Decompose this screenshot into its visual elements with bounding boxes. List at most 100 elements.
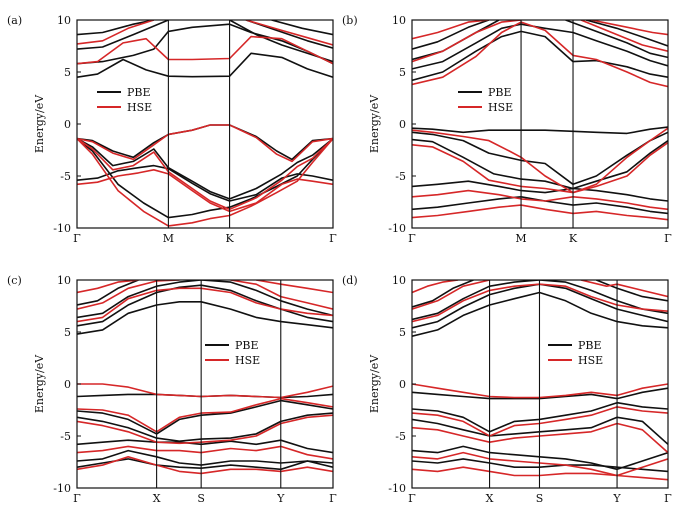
pbe-band-line <box>412 131 668 186</box>
legend-label-pbe: PBE <box>578 339 602 352</box>
legend-label-hse: HSE <box>235 354 260 367</box>
legend: PBE HSE <box>458 86 513 114</box>
kpoint-label: Y <box>276 492 285 505</box>
pbe-band-line <box>596 280 668 302</box>
hse-band-line <box>412 204 668 221</box>
pbe-band-line <box>412 23 668 70</box>
legend-label-pbe: PBE <box>235 339 259 352</box>
hse-band-line <box>412 20 489 40</box>
y-tick-label: 0 <box>399 118 406 131</box>
legend-label-pbe: PBE <box>127 86 151 99</box>
kpoint-label: M <box>163 232 174 245</box>
y-tick-label: -10 <box>388 222 406 235</box>
y-tick-label: 10 <box>57 14 71 27</box>
pbe-band-line <box>77 20 154 36</box>
pbe-band-line <box>77 412 333 443</box>
hse-band-line <box>412 127 668 194</box>
legend-label-hse: HSE <box>578 354 603 367</box>
pbe-band-line <box>412 138 668 190</box>
pbe-band-line <box>77 52 333 78</box>
legend: PBE HSE <box>548 339 603 367</box>
y-tick-label: -10 <box>53 482 71 495</box>
y-tick-label: -5 <box>60 430 71 443</box>
legend: PBE HSE <box>97 86 152 114</box>
pbe-band-line <box>412 196 668 215</box>
pbe-band-line <box>412 280 668 321</box>
y-tick-label: 10 <box>392 274 406 287</box>
pbe-band-line <box>77 280 139 306</box>
legend-label-pbe: PBE <box>488 86 512 99</box>
hse-band-line <box>591 20 668 36</box>
pbe-band-line <box>77 20 169 50</box>
legend: PBE HSE <box>205 339 260 367</box>
y-tick-label: 10 <box>57 274 71 287</box>
pbe-band-line <box>77 23 333 65</box>
hse-band-line <box>77 20 155 45</box>
y-axis-label: Energy/eV <box>33 354 46 413</box>
pbe-band-line <box>565 20 668 59</box>
pbe-band-line <box>412 126 668 135</box>
hse-band-line <box>77 280 139 294</box>
y-tick-label: 0 <box>399 378 406 391</box>
y-tick-label: 5 <box>64 66 71 79</box>
pbe-band-line <box>585 20 668 47</box>
kpoint-label: K <box>569 232 578 245</box>
pbe-band-line <box>412 280 474 308</box>
kpoint-label: Y <box>612 492 621 505</box>
hse-band-line <box>77 124 333 163</box>
y-tick-label: 5 <box>64 326 71 339</box>
hse-band-line <box>412 142 668 194</box>
y-tick-label: -5 <box>395 430 406 443</box>
kpoint-label: Γ <box>329 492 337 505</box>
hse-band-line <box>77 35 333 65</box>
y-axis-label: Energy/eV <box>368 354 381 413</box>
panel-label: (d) <box>342 274 358 287</box>
hse-band-line <box>580 280 668 298</box>
y-axis-label: Energy/eV <box>368 94 381 153</box>
y-axis-label: Energy/eV <box>33 94 46 153</box>
pbe-band-line <box>77 137 333 200</box>
pbe-band-line <box>271 20 333 36</box>
hse-band-line <box>77 280 180 310</box>
kpoint-label: Γ <box>664 492 672 505</box>
pbe-band-line <box>412 30 668 82</box>
pbe-band-line <box>77 300 333 335</box>
pbe-band-line <box>412 180 668 202</box>
kpoint-label: Γ <box>329 232 337 245</box>
y-tick-label: -10 <box>388 482 406 495</box>
kpoint-label: M <box>515 232 526 245</box>
y-tick-label: -5 <box>395 170 406 183</box>
hse-band-line <box>77 137 333 211</box>
kpoint-label: Γ <box>73 232 81 245</box>
y-tick-label: 5 <box>399 66 406 79</box>
pbe-band-line <box>77 164 333 202</box>
hse-band-line <box>412 20 522 63</box>
kpoint-label: Γ <box>664 232 672 245</box>
kpoint-label: X <box>486 492 494 505</box>
plot-frame <box>411 19 669 229</box>
hse-band-line <box>245 20 333 46</box>
band-lines <box>77 20 333 227</box>
pbe-band-line <box>77 280 333 319</box>
hse-band-line <box>580 20 668 52</box>
panel-label: (b) <box>342 14 358 27</box>
kpoint-label: Γ <box>408 492 416 505</box>
y-tick-label: -5 <box>60 170 71 183</box>
y-tick-label: 0 <box>64 118 71 131</box>
y-tick-label: -10 <box>53 222 71 235</box>
pbe-band-line <box>77 137 333 219</box>
y-tick-label: 0 <box>64 378 71 391</box>
hse-band-line <box>77 138 333 227</box>
y-tick-label: 10 <box>392 14 406 27</box>
pbe-band-line <box>412 20 490 50</box>
band-lines <box>412 20 668 221</box>
hse-band-line <box>412 189 668 211</box>
panel-label: (c) <box>7 274 22 287</box>
kpoint-label: Γ <box>73 492 81 505</box>
panel-label: (a) <box>7 14 22 27</box>
hse-band-line <box>412 21 668 88</box>
